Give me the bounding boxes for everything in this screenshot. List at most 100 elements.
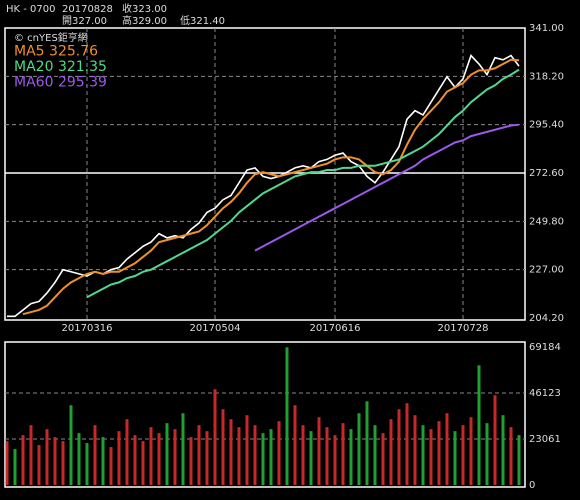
legend-name: MA5 [14, 44, 45, 60]
volume-bar [501, 415, 505, 485]
volume-bar [157, 433, 161, 485]
y-tick-label: 227.00 [529, 265, 564, 276]
volume-bar [189, 437, 193, 485]
volume-bar [325, 427, 329, 485]
volume-bar [469, 417, 473, 485]
legend-value: 295.39 [58, 75, 107, 91]
y-tick-label: 249.80 [529, 216, 564, 227]
volume-bar [21, 435, 25, 485]
legend-value: 325.76 [49, 44, 98, 60]
volume-bar [349, 429, 353, 485]
volume-bar [437, 421, 441, 485]
y-tick-label: 341.00 [529, 23, 564, 34]
date: 20170828 [62, 4, 113, 15]
y-tick-label: 69184 [529, 342, 561, 353]
volume-bar [429, 429, 433, 485]
volume-bar [141, 441, 145, 485]
volume-frame [4, 341, 526, 488]
volume-bar [213, 389, 217, 485]
volume-bar [445, 413, 449, 485]
legend-entry: MA20 321.35 [14, 59, 107, 75]
volume-bar [109, 447, 113, 485]
y-tick-label: 46123 [529, 388, 561, 399]
close-price: 收323.00 [122, 2, 167, 15]
volume-bar [5, 441, 9, 485]
price-frame [4, 27, 526, 321]
volume-bar [149, 427, 153, 485]
volume-bar [53, 437, 57, 485]
volume-bar [389, 419, 393, 485]
volume-bar [165, 423, 169, 485]
series-line [254, 123, 520, 252]
volume-bar [301, 425, 305, 485]
volume-bar [293, 405, 297, 485]
volume-bar [125, 419, 129, 485]
volume-bar [29, 425, 33, 485]
plot: 204.20 227.00 249.80 272.60 295.40 318.20 341.… [5, 23, 564, 491]
volume-bar [477, 365, 481, 485]
source: © cnYES鉅亨網 [14, 31, 88, 44]
volume-bar [69, 405, 73, 485]
x-tick-label: 20170316 [62, 323, 113, 334]
volume-bar [341, 423, 345, 485]
volume-bar [221, 409, 225, 485]
legend-entry: MA60 295.39 [14, 75, 107, 91]
volume-bar [133, 435, 137, 485]
volume-bar [381, 433, 385, 485]
volume-bar [365, 401, 369, 485]
volume-bar [77, 433, 81, 485]
legend-value: 321.35 [58, 59, 107, 75]
volume-bar [181, 413, 185, 485]
high-price: 高329.00 [122, 14, 167, 27]
x-tick-label: 20170728 [438, 323, 489, 334]
volume-bar [317, 417, 321, 485]
low-price: 低321.40 [180, 14, 225, 27]
series-line [86, 68, 520, 299]
volume-bar [509, 427, 513, 485]
y-tick-label: 204.20 [529, 313, 564, 324]
volume-bar [173, 429, 177, 485]
volume-bar [253, 425, 257, 485]
volume-bar [493, 395, 497, 485]
volume-bar [413, 415, 417, 485]
y-tick-label: 295.40 [529, 120, 564, 131]
symbol: HK - 0700 [6, 4, 56, 15]
volume-bar [269, 429, 273, 485]
volume-bar [237, 427, 241, 485]
volume-bar [405, 403, 409, 485]
volume-bar [333, 435, 337, 485]
volume-bar [205, 431, 209, 485]
volume-bar [517, 435, 521, 485]
series-line [7, 54, 520, 318]
y-tick-label: 272.60 [529, 168, 564, 179]
y-tick-label: 0 [529, 480, 535, 491]
legend-name: MA20 [14, 59, 53, 75]
volume-bar [261, 433, 265, 485]
volume-bar [461, 425, 465, 485]
x-tick-label: 20170504 [190, 323, 241, 334]
volume-bar [421, 425, 425, 485]
volume-bar [485, 423, 489, 485]
volume-bar [453, 431, 457, 485]
volume-bar [373, 425, 377, 485]
y-tick-label: 23061 [529, 434, 561, 445]
series-line [22, 58, 520, 316]
volume-bar [45, 429, 49, 485]
volume-bar [117, 431, 121, 485]
legend-entry: MA5 325.76 [14, 44, 98, 60]
volume-bar [309, 431, 313, 485]
volume-bar [101, 437, 105, 485]
volume-bar [61, 441, 65, 485]
open-price: 開327.00 [62, 15, 107, 27]
x-tick-label: 20170616 [310, 323, 361, 334]
volume-bar [397, 409, 401, 485]
volume-bar [285, 347, 289, 485]
volume-bar [13, 449, 17, 485]
legend-name: MA60 [14, 75, 53, 91]
volume-bar [245, 415, 249, 485]
volume-bar [197, 425, 201, 485]
volume-bar [93, 425, 97, 485]
volume-bar [37, 445, 41, 485]
volume-bar [357, 413, 361, 485]
